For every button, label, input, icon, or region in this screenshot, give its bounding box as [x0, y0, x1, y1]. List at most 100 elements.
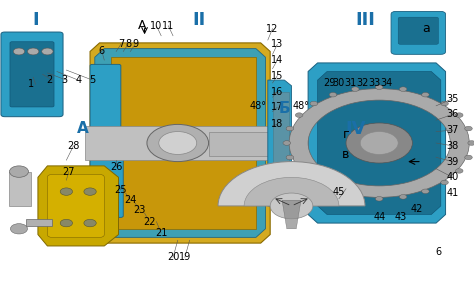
- Circle shape: [456, 169, 463, 173]
- Text: 7: 7: [118, 39, 124, 49]
- Circle shape: [310, 180, 318, 185]
- Polygon shape: [268, 80, 292, 206]
- FancyBboxPatch shape: [90, 64, 121, 130]
- Text: II: II: [192, 11, 206, 29]
- Text: III: III: [355, 11, 375, 29]
- Text: 43: 43: [394, 212, 407, 222]
- Circle shape: [60, 188, 73, 195]
- Text: 3: 3: [61, 75, 67, 85]
- Circle shape: [27, 48, 39, 55]
- Circle shape: [441, 101, 448, 106]
- Bar: [209, 132, 270, 156]
- Text: 19: 19: [179, 253, 191, 262]
- Circle shape: [456, 113, 463, 117]
- Circle shape: [329, 189, 337, 194]
- FancyBboxPatch shape: [398, 17, 438, 44]
- Text: Б: Б: [279, 101, 290, 116]
- Circle shape: [399, 87, 407, 92]
- Text: 25: 25: [115, 185, 127, 195]
- Circle shape: [283, 141, 291, 145]
- Text: 32: 32: [356, 78, 369, 88]
- Circle shape: [352, 194, 359, 199]
- Circle shape: [468, 141, 474, 145]
- Text: 13: 13: [271, 39, 283, 49]
- Text: 15: 15: [271, 71, 283, 81]
- Text: 28: 28: [67, 141, 80, 151]
- Text: 11: 11: [162, 21, 174, 31]
- Text: 2: 2: [46, 75, 53, 85]
- Circle shape: [352, 87, 359, 92]
- Circle shape: [375, 196, 383, 201]
- Polygon shape: [318, 72, 441, 214]
- Text: 45: 45: [333, 187, 345, 196]
- Polygon shape: [111, 57, 256, 229]
- Bar: [9, 172, 31, 206]
- Text: I: I: [32, 11, 39, 29]
- Circle shape: [399, 194, 407, 199]
- Text: 35: 35: [447, 94, 459, 104]
- Text: 20: 20: [167, 253, 179, 262]
- Text: 5: 5: [89, 75, 96, 85]
- Bar: [85, 126, 275, 160]
- Text: 6: 6: [436, 247, 441, 257]
- Circle shape: [422, 92, 429, 97]
- Text: 4: 4: [75, 75, 81, 85]
- Circle shape: [310, 101, 318, 106]
- Circle shape: [295, 113, 303, 117]
- Circle shape: [295, 169, 303, 173]
- Text: a: a: [423, 22, 430, 35]
- Text: 37: 37: [447, 125, 459, 135]
- Text: г: г: [343, 128, 349, 141]
- Text: 48°: 48°: [250, 101, 267, 111]
- Text: 31: 31: [345, 78, 357, 88]
- Circle shape: [329, 92, 337, 97]
- Circle shape: [84, 188, 96, 195]
- Text: 26: 26: [110, 162, 122, 172]
- Circle shape: [10, 224, 27, 234]
- Wedge shape: [244, 177, 339, 206]
- Text: 18: 18: [271, 120, 283, 129]
- Text: 17: 17: [271, 102, 283, 112]
- Circle shape: [286, 155, 294, 160]
- Circle shape: [13, 48, 25, 55]
- Polygon shape: [282, 200, 301, 229]
- FancyBboxPatch shape: [10, 42, 54, 107]
- Text: 40: 40: [447, 172, 459, 182]
- Text: 6: 6: [99, 47, 105, 56]
- FancyBboxPatch shape: [47, 174, 104, 237]
- Polygon shape: [273, 92, 289, 194]
- Text: 27: 27: [63, 167, 75, 176]
- Wedge shape: [218, 162, 365, 206]
- Text: 10: 10: [150, 21, 163, 31]
- Polygon shape: [95, 49, 265, 237]
- Circle shape: [346, 123, 412, 163]
- FancyBboxPatch shape: [391, 11, 446, 54]
- Circle shape: [465, 155, 472, 160]
- Text: 44: 44: [373, 212, 385, 222]
- Text: 21: 21: [155, 228, 167, 238]
- Circle shape: [360, 132, 398, 154]
- Circle shape: [422, 189, 429, 194]
- Text: 1: 1: [28, 80, 34, 89]
- Bar: [26, 219, 52, 226]
- Text: 12: 12: [266, 24, 279, 33]
- Circle shape: [147, 124, 209, 162]
- Circle shape: [441, 180, 448, 185]
- Circle shape: [286, 126, 294, 131]
- Text: 30: 30: [333, 78, 345, 88]
- Polygon shape: [38, 166, 118, 246]
- Text: A: A: [77, 121, 89, 136]
- Text: 39: 39: [447, 157, 459, 166]
- Circle shape: [42, 48, 53, 55]
- Circle shape: [375, 85, 383, 90]
- Text: A: A: [138, 19, 146, 32]
- Circle shape: [465, 126, 472, 131]
- Wedge shape: [289, 89, 469, 197]
- Text: 22: 22: [143, 217, 155, 227]
- FancyBboxPatch shape: [1, 32, 63, 117]
- Circle shape: [270, 193, 313, 219]
- Text: в: в: [342, 148, 350, 161]
- Text: IV: IV: [345, 120, 366, 138]
- Text: 23: 23: [134, 205, 146, 215]
- Circle shape: [60, 219, 73, 227]
